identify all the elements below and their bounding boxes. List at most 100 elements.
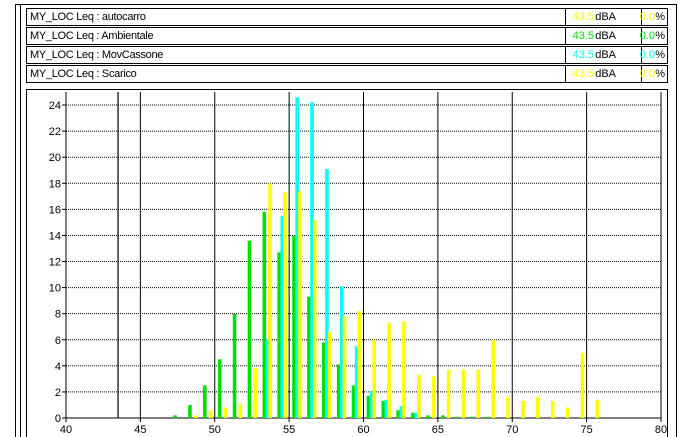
histogram-bar <box>292 235 296 418</box>
histogram-bar <box>411 412 415 418</box>
histogram-bar <box>262 211 267 418</box>
histogram-bar <box>280 215 285 418</box>
x-tick-label: 45 <box>134 424 146 436</box>
histogram-bar <box>277 252 281 418</box>
histogram-bar <box>253 368 258 418</box>
histogram-bar <box>342 316 347 418</box>
histogram-bar <box>357 311 362 418</box>
x-tick-label: 40 <box>60 424 72 436</box>
histogram-bar <box>217 359 222 418</box>
legend-label: MY_LOC Leq : MovCassone <box>30 49 164 61</box>
y-tick-label: 6 <box>55 335 61 347</box>
histogram-bar <box>550 401 555 418</box>
legend-value: 43.5 dBA <box>565 66 618 82</box>
y-tick-label: 10 <box>49 283 61 295</box>
leq-value: 43.5 <box>572 68 594 80</box>
percent-value: 0.0 <box>639 68 655 80</box>
histogram-bar <box>506 397 510 418</box>
histogram-bar <box>521 401 525 418</box>
legend-row-ambientale[interactable]: MY_LOC Leq : Ambientale 43.5 dBA 0.0 % <box>26 27 668 45</box>
leq-value: 43.5 <box>572 11 594 23</box>
left-border-line <box>15 4 16 437</box>
histogram-bar <box>426 415 430 418</box>
y-tick-label: 16 <box>49 204 61 216</box>
histogram-bar <box>470 416 475 418</box>
x-tick-label: 55 <box>283 424 295 436</box>
histogram-bar <box>595 399 600 418</box>
legend-row-movcassone[interactable]: MY_LOC Leq : MovCassone 43.5 dBA 0.0 % <box>26 46 668 64</box>
histogram-bar <box>381 401 386 418</box>
legend-percent: 0.0 % <box>639 28 667 44</box>
leq-value: 43.5 <box>572 30 594 42</box>
legend-value: 43.5 dBA <box>565 28 618 44</box>
histogram-bar <box>372 339 377 418</box>
histogram-bar <box>298 191 302 418</box>
histogram-bar <box>193 415 198 418</box>
x-tick-label: 75 <box>581 424 593 436</box>
percent-value: 0.0 <box>639 49 655 61</box>
histogram-bar <box>295 97 299 418</box>
legend-label: MY_LOC Leq : Scarico <box>30 68 137 80</box>
histogram-bar <box>399 406 404 418</box>
y-tick-label: 8 <box>55 309 61 321</box>
histogram-bar <box>232 313 237 418</box>
legend-percent: 0.0 % <box>639 9 667 25</box>
legend-value: 43.5 dBA <box>565 9 618 25</box>
legend-row-autocarro[interactable]: MY_LOC Leq : autocarro 43.5 dBA 0.0 % <box>26 8 668 26</box>
histogram-bar <box>396 410 400 418</box>
percent-value: 0.0 <box>639 11 655 23</box>
histogram-bar <box>312 219 317 418</box>
right-border-line <box>676 4 677 437</box>
histogram-bar <box>387 322 391 418</box>
percent-value: 0.0 <box>639 30 655 42</box>
x-tick-label: 65 <box>432 424 444 436</box>
percent-unit: % <box>655 30 665 42</box>
percent-unit: % <box>655 11 665 23</box>
histogram-bar <box>339 286 344 418</box>
percent-unit: % <box>655 68 665 80</box>
histogram-bar <box>265 339 270 418</box>
histogram-bar <box>565 407 570 418</box>
histogram-bar <box>283 192 287 418</box>
legend-label: MY_LOC Leq : autocarro <box>30 11 146 23</box>
legend-value: 43.5 dBA <box>565 47 618 63</box>
histogram-bar <box>351 385 356 418</box>
histogram-bar <box>369 390 374 418</box>
histogram-bar <box>402 321 406 418</box>
histogram-bar <box>476 369 481 418</box>
leq-value: 43.5 <box>572 49 594 61</box>
leq-unit: dBA <box>595 30 616 42</box>
histogram-bar <box>203 385 207 418</box>
y-tick-label: 20 <box>49 152 61 164</box>
top-border-line <box>15 4 676 5</box>
y-tick-label: 12 <box>49 257 61 269</box>
histogram-bar <box>580 352 585 418</box>
plot-area-frame <box>26 89 668 437</box>
histogram-bar <box>336 364 341 418</box>
histogram-bar <box>322 342 326 418</box>
histogram-bar <box>431 376 436 418</box>
percent-unit: % <box>655 49 665 61</box>
histogram-bar <box>414 412 418 418</box>
histogram-bar <box>310 102 314 419</box>
legend-row-scarico[interactable]: MY_LOC Leq : Scarico 43.5 dBA 0.0 % <box>26 65 668 83</box>
histogram-bar <box>268 183 272 418</box>
histogram-bar <box>354 346 359 418</box>
histogram-bar <box>441 415 445 418</box>
histogram-bar <box>446 369 451 418</box>
leq-unit: dBA <box>595 68 616 80</box>
y-tick-label: 24 <box>49 100 61 112</box>
y-tick-label: 0 <box>55 413 61 425</box>
legend-percent: 0.0 % <box>639 47 667 63</box>
leq-unit: dBA <box>595 11 616 23</box>
histogram-bar <box>536 397 540 418</box>
histogram-bar <box>455 416 460 418</box>
histogram-bar <box>223 407 228 418</box>
histogram-bar <box>417 374 421 418</box>
histogram-bar <box>325 168 329 418</box>
histogram-bar <box>366 395 371 418</box>
histogram-bar <box>173 415 177 418</box>
y-tick-label: 22 <box>49 126 61 138</box>
histogram-bar <box>491 339 496 418</box>
